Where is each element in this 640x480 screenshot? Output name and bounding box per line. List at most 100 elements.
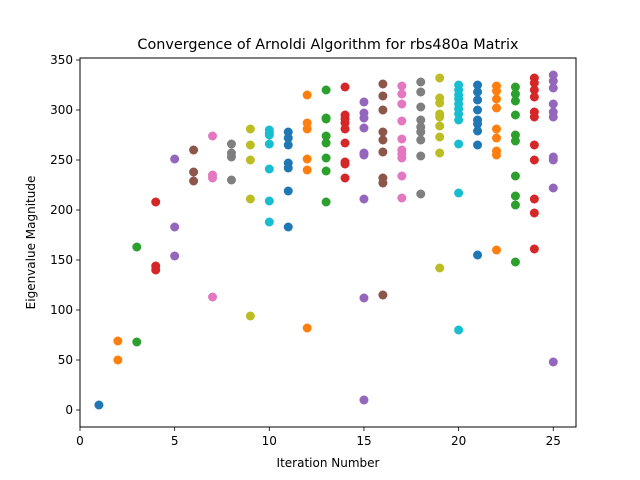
data-point: [491, 150, 501, 160]
y-tick-label: 150: [50, 253, 73, 267]
data-point: [226, 139, 236, 149]
data-point: [529, 92, 539, 102]
data-point: [510, 136, 520, 146]
x-tick-label: 25: [546, 434, 561, 448]
data-point: [340, 124, 350, 134]
x-tick-label: 5: [171, 434, 179, 448]
data-point: [435, 73, 445, 83]
data-point: [340, 173, 350, 183]
data-point: [321, 85, 331, 95]
data-point: [151, 197, 161, 207]
data-point: [435, 98, 445, 108]
data-point: [529, 244, 539, 254]
data-point: [416, 115, 426, 125]
data-point: [321, 153, 331, 163]
data-point: [283, 163, 293, 173]
data-point: [378, 178, 388, 188]
data-point: [473, 126, 483, 136]
data-point: [113, 355, 123, 365]
y-tick-label: 0: [65, 403, 73, 417]
data-point: [189, 167, 199, 177]
data-point: [416, 77, 426, 87]
data-point: [397, 134, 407, 144]
data-point: [226, 152, 236, 162]
data-point: [435, 263, 445, 273]
y-tick-label: 200: [50, 203, 73, 217]
data-point: [151, 265, 161, 275]
data-point: [529, 112, 539, 122]
data-point: [510, 171, 520, 181]
data-point: [529, 140, 539, 150]
data-point: [321, 138, 331, 148]
data-point: [264, 164, 274, 174]
data-point: [378, 127, 388, 137]
data-point: [245, 124, 255, 134]
data-point: [473, 140, 483, 150]
data-point: [189, 176, 199, 186]
data-point: [245, 140, 255, 150]
data-point: [416, 127, 426, 137]
data-point: [397, 171, 407, 181]
data-point: [491, 103, 501, 113]
data-point: [208, 292, 218, 302]
data-point: [94, 400, 104, 410]
data-points: [94, 70, 558, 410]
data-point: [283, 222, 293, 232]
data-point: [189, 145, 199, 155]
data-point: [416, 189, 426, 199]
data-point: [473, 250, 483, 260]
data-point: [359, 113, 369, 123]
y-tick-label: 50: [58, 353, 73, 367]
data-point: [397, 193, 407, 203]
data-point: [264, 130, 274, 140]
data-point: [283, 140, 293, 150]
data-point: [264, 217, 274, 227]
x-tick-label: 0: [76, 434, 84, 448]
data-point: [321, 114, 331, 124]
data-point: [302, 323, 312, 333]
data-point: [397, 81, 407, 91]
data-point: [397, 99, 407, 109]
data-point: [378, 135, 388, 145]
x-tick-label: 10: [262, 434, 277, 448]
data-point: [321, 197, 331, 207]
data-point: [302, 154, 312, 164]
data-point: [435, 148, 445, 158]
data-point: [340, 82, 350, 92]
data-point: [283, 133, 293, 143]
data-point: [454, 325, 464, 335]
data-point: [510, 200, 520, 210]
data-point: [264, 196, 274, 206]
data-point: [378, 91, 388, 101]
data-point: [170, 222, 180, 232]
data-point: [208, 131, 218, 141]
data-point: [302, 90, 312, 100]
data-point: [491, 245, 501, 255]
data-point: [359, 123, 369, 133]
data-point: [529, 85, 539, 95]
y-tick-label: 250: [50, 153, 73, 167]
data-point: [264, 139, 274, 149]
data-point: [208, 173, 218, 183]
data-point: [359, 150, 369, 160]
data-point: [435, 121, 445, 131]
x-tick-label: 20: [451, 434, 466, 448]
data-point: [283, 186, 293, 196]
data-point: [359, 395, 369, 405]
data-point: [548, 183, 558, 193]
data-point: [548, 112, 558, 122]
data-point: [170, 154, 180, 164]
data-point: [510, 110, 520, 120]
x-axis-label: Iteration Number: [277, 456, 380, 470]
data-point: [416, 87, 426, 97]
y-tick-label: 350: [50, 53, 73, 67]
data-point: [473, 119, 483, 129]
data-point: [454, 188, 464, 198]
data-point: [302, 165, 312, 175]
data-point: [416, 151, 426, 161]
data-point: [435, 112, 445, 122]
data-point: [510, 257, 520, 267]
data-point: [113, 336, 123, 346]
data-point: [378, 79, 388, 89]
